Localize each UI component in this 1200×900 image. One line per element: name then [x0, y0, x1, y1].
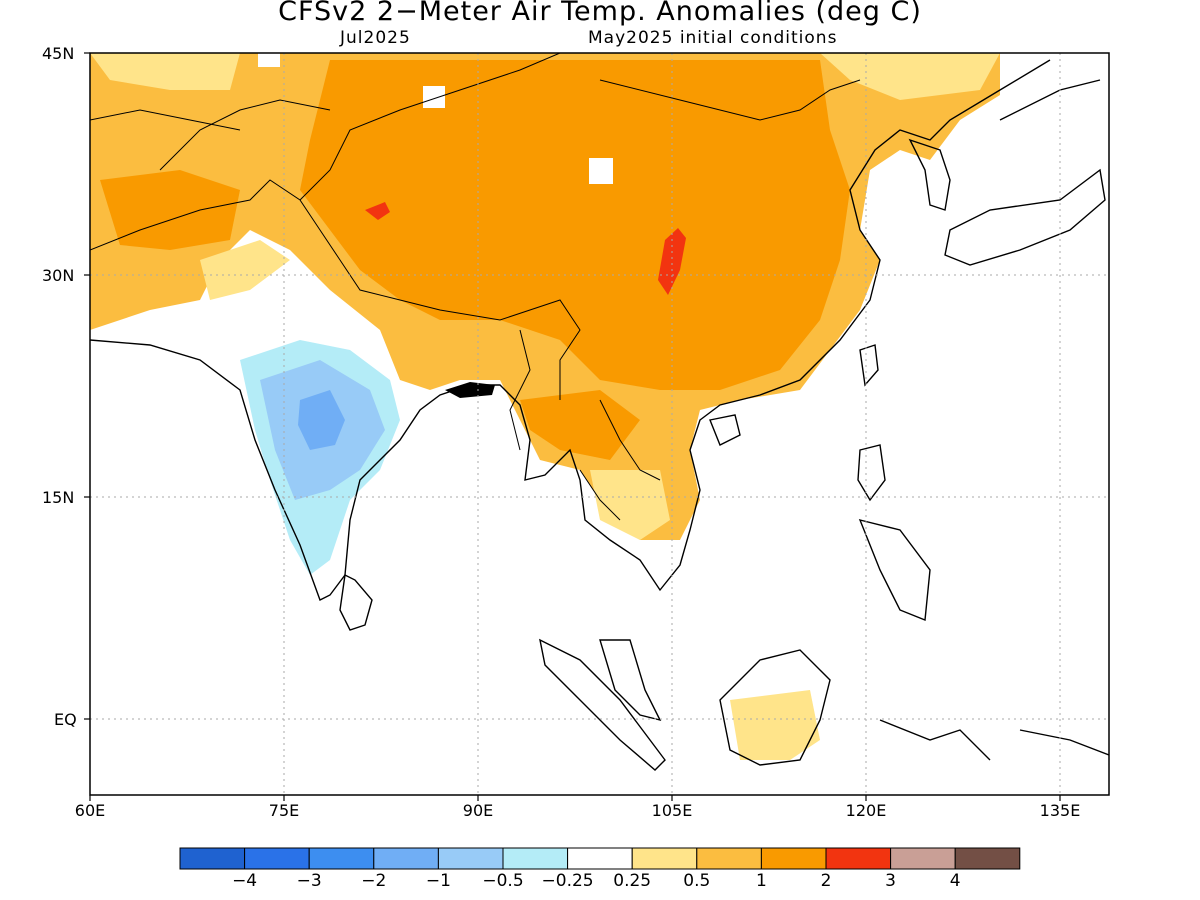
- colorbar-label: 0.5: [683, 871, 711, 891]
- colorbar: [179, 847, 1021, 870]
- colorbar-box: [954, 847, 1021, 870]
- colorbar-label: 1: [755, 871, 767, 891]
- warm-region-core: [300, 60, 850, 390]
- lat-label-15n: 15N: [42, 488, 75, 507]
- warm-region-yellow-2: [730, 690, 820, 760]
- borders: [90, 53, 861, 521]
- lon-label-135e: 135E: [1039, 801, 1081, 820]
- colorbar-box: [631, 847, 698, 870]
- lat-label-45n: 45N: [42, 44, 75, 63]
- colorbar-label: 2: [820, 871, 832, 891]
- colorbar-box: [825, 847, 892, 870]
- colorbar-label: −0.25: [541, 871, 594, 891]
- colorbar-box: [437, 847, 504, 870]
- map-frame: [89, 52, 1110, 796]
- warm-region-core-indochina: [520, 390, 640, 460]
- colorbar-label: −0.5: [482, 871, 524, 891]
- warm-region-yellow-5: [200, 240, 290, 300]
- lat-label-30n: 30N: [42, 266, 75, 285]
- lon-label-75e: 75E: [268, 801, 300, 820]
- colorbar-box: [179, 847, 246, 870]
- lon-label-105e: 105E: [651, 801, 693, 820]
- valid-month-label: Jul2025: [340, 28, 411, 48]
- colorbar-box: [696, 847, 762, 870]
- colorbar-label: 3: [885, 871, 896, 891]
- lon-label-60e: 60E: [74, 801, 106, 820]
- colorbar-label: −1: [425, 871, 451, 891]
- warm-region-core-west: [100, 170, 240, 250]
- cool-region-core: [298, 390, 345, 450]
- colorbar-label: 0.25: [613, 871, 652, 891]
- colorbar-box: [373, 847, 439, 870]
- lat-label-eq: EQ: [54, 710, 77, 729]
- colorbar-label: −4: [232, 871, 258, 891]
- map-title: CFSv2 2−Meter Air Temp. Anomalies (deg C…: [278, 0, 922, 27]
- colorbar-box: [308, 847, 375, 870]
- colorbar-label: −3: [296, 871, 322, 891]
- hot-spot-tibet: [365, 202, 390, 220]
- hot-spot-qaidam: [658, 228, 686, 295]
- initial-conditions-label: May2025 initial conditions: [588, 28, 838, 48]
- warm-region-yellow-3: [820, 53, 1000, 100]
- coastlines: [90, 59, 1109, 771]
- lon-label-90e: 90E: [462, 801, 494, 820]
- colorbar-label: 4: [949, 871, 961, 891]
- colorbar-box: [502, 847, 569, 870]
- colorbar-box: [890, 847, 956, 870]
- colorbar-box: [244, 847, 310, 870]
- warm-region-yellow-1: [590, 470, 670, 540]
- colorbar-box: [567, 847, 633, 870]
- warm-region-yellow-4: [90, 53, 240, 90]
- colorbar-box: [760, 847, 827, 870]
- colorbar-label: −2: [361, 871, 387, 891]
- graticule: [90, 53, 1109, 795]
- lon-label-120e: 120E: [845, 801, 887, 820]
